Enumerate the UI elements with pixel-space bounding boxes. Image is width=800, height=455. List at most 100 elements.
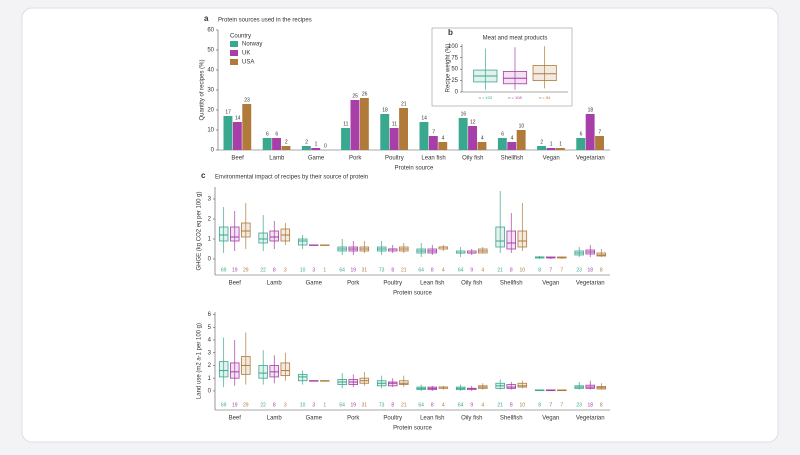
bar-value-label: 2 [285,139,288,145]
y-axis-label: GHGE (kg CO2 eq per 100 g) [197,191,203,270]
x-tick-label: Poultry [385,156,404,162]
n-label: 3 [312,267,315,273]
bar [419,122,429,150]
n-label: 29 [243,402,249,408]
inset-frame [431,27,573,107]
x-tick-label: Oily fish [462,156,483,162]
n-label: 22 [260,267,266,273]
legend-label: UK [242,51,250,57]
legend-label: USA [242,60,254,66]
y-axis-label: Land use (m2 a-1 per 100 g) [197,323,203,399]
box [495,226,505,248]
y-tick-label: 3 [208,350,212,356]
n-label: 3 [312,402,315,408]
card [21,7,779,443]
n-label: 10 [520,267,526,273]
n-label: 64 [418,267,424,273]
x-tick-label: Lean fish [421,156,445,162]
n-label: 4 [481,267,484,273]
box [280,362,291,377]
y-tick-label: 0 [211,148,215,154]
x-tick-label: Game [306,416,323,422]
x-tick-label: Lamb [267,416,283,422]
n-label: 10 [520,402,526,408]
x-axis-label: Protein source [393,291,432,297]
x-tick-label: Poultry [383,416,402,422]
bar [262,138,272,150]
bar [311,148,321,150]
n-label: 64 [339,267,345,273]
box [506,230,516,250]
y-tick-label: 1 [208,376,212,382]
legend-swatch [230,41,238,47]
n-label: 7 [549,402,552,408]
n-label: 9 [470,402,473,408]
bar-value-label: 16 [461,111,467,117]
n-label: 29 [243,267,249,273]
box [517,382,528,388]
chart-title: Protein sources used in the recipes [218,18,312,24]
box [502,71,528,85]
bar [301,146,311,150]
y-axis-label: Recipe weight (%) [446,44,452,93]
bar [232,122,242,150]
n-label: 7 [549,267,552,273]
bar-value-label: 12 [470,119,476,125]
y-tick-label: 2 [208,217,212,223]
bar-value-label: 1 [559,141,562,147]
y-tick-label: 3 [208,197,212,203]
n-label: 64 [458,402,464,408]
n-label: 10 [300,267,306,273]
bar-value-label: 11 [343,121,348,127]
n-label: 4 [442,402,445,408]
box [506,384,516,389]
n-label: 3 [284,267,287,273]
y-axis-label: Quantity of recipes (%) [200,59,206,120]
n-label: 8 [273,402,276,408]
box [269,230,279,242]
bar [477,142,487,150]
n-label: 8 [510,267,513,273]
y-tick-label: 4 [208,338,212,344]
box [258,232,268,244]
y-tick-label: 10 [207,128,214,134]
n-label: 64 [458,267,464,273]
n-label: 8 [600,267,603,273]
bar-value-label: 21 [401,101,407,107]
box [399,380,409,385]
bar [242,104,252,150]
n-label: 1 [323,402,326,408]
n-label: 8 [538,402,541,408]
x-tick-label: Shellfish [500,416,523,422]
n-label: 8 [510,402,513,408]
box [532,65,557,81]
x-tick-label: Beef [229,416,242,422]
bar [380,114,390,150]
x-tick-label: Game [306,281,323,287]
bar [555,148,565,150]
chart-title: Meat and meat products [483,36,548,42]
bar [359,98,369,150]
bar [272,138,282,150]
n-label: 31 [362,402,368,408]
x-tick-label: Oily fish [461,416,482,422]
bar [458,118,468,150]
y-tick-label: 100 [448,44,459,50]
n-label: n = 103 [479,95,493,100]
bar [507,142,517,150]
n-label: 64 [339,402,345,408]
bar-value-label: 2 [305,139,308,145]
n-label: 22 [260,402,266,408]
box [230,362,240,379]
y-tick-label: 75 [451,55,458,61]
chart-title: Environmental impact of recipes by their… [215,175,368,181]
box [218,361,229,378]
n-label: 3 [284,402,287,408]
y-tick-label: 30 [207,88,214,94]
legend-swatch [230,59,238,65]
bar-value-label: 6 [501,131,504,137]
bar [223,116,233,150]
box [258,365,268,379]
y-tick-label: 0 [208,388,212,394]
bar-value-label: 14 [421,115,427,121]
